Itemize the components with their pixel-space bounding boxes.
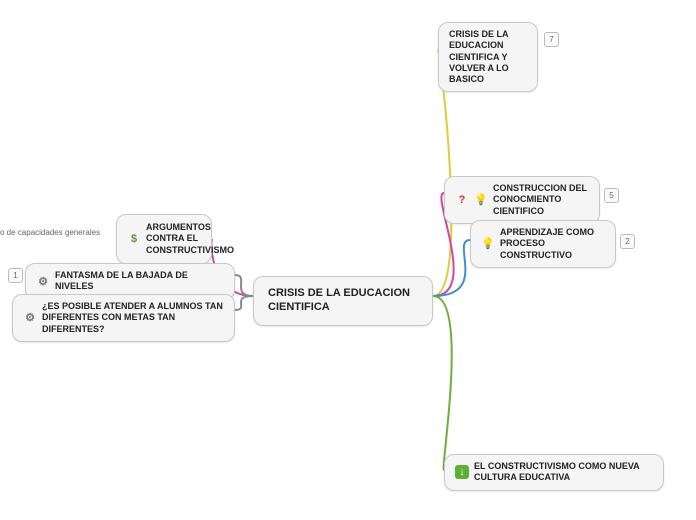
dollar-icon: $ [127, 232, 141, 246]
count-badge: 1 [8, 268, 23, 283]
question-icon: ? [455, 193, 469, 207]
bulb-icon: 💡 [481, 237, 495, 251]
node-constructivismo-cultura[interactable]: ↓ EL CONSTRUCTIVISMO COMO NUEVA CULTURA … [444, 454, 664, 491]
count-badge: 5 [604, 188, 619, 203]
node-label: ¿ES POSIBLE ATENDER A ALUMNOS TAN DIFERE… [42, 301, 224, 335]
center-node[interactable]: CRISIS DE LA EDUCACION CIENTIFICA [253, 276, 433, 326]
gear-icon: ⚙ [23, 311, 37, 325]
node-posible[interactable]: ⚙ ¿ES POSIBLE ATENDER A ALUMNOS TAN DIFE… [12, 294, 235, 342]
node-label: CRISIS DE LA EDUCACION CIENTIFICA Y VOLV… [449, 29, 527, 85]
download-icon: ↓ [455, 465, 469, 479]
floating-text-capacidades: o de capacidades generales [0, 228, 100, 237]
node-label: ARGUMENTOS CONTRA EL CONSTRUCTIVISMO [146, 222, 234, 256]
gear-icon: ⚙ [36, 274, 50, 288]
bulb-icon: 💡 [474, 193, 488, 207]
node-argumentos[interactable]: $ ARGUMENTOS CONTRA EL CONSTRUCTIVISMO [116, 214, 212, 264]
node-label: CONSTRUCCION DEL CONOCMIENTO CIENTIFICO [493, 183, 589, 217]
node-crisis-volver[interactable]: CRISIS DE LA EDUCACION CIENTIFICA Y VOLV… [438, 22, 538, 92]
count-badge: 7 [544, 32, 559, 47]
node-aprendizaje[interactable]: 💡 APRENDIZAJE COMO PROCESO CONSTRUCTIVO [470, 220, 616, 268]
node-label: FANTASMA DE LA BAJADA DE NIVELES [55, 270, 224, 293]
count-badge: 2 [620, 234, 635, 249]
node-label: APRENDIZAJE COMO PROCESO CONSTRUCTIVO [500, 227, 605, 261]
node-construccion[interactable]: ? 💡 CONSTRUCCION DEL CONOCMIENTO CIENTIF… [444, 176, 600, 224]
node-label: EL CONSTRUCTIVISMO COMO NUEVA CULTURA ED… [474, 461, 653, 484]
center-label: CRISIS DE LA EDUCACION CIENTIFICA [268, 287, 418, 315]
